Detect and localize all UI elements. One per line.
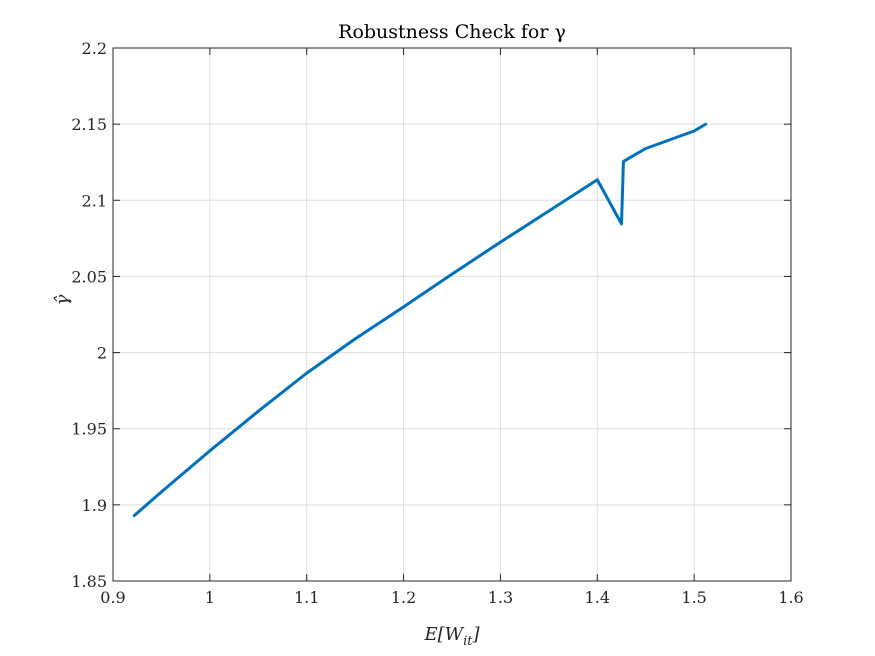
x-tick-label: 1.2 [391, 588, 416, 607]
y-axis-title: γ̂ [52, 294, 73, 305]
x-axis-title-main: E[W [423, 624, 464, 645]
y-tick-label: 2 [97, 344, 107, 363]
x-tick-label: 1.1 [294, 588, 319, 607]
series-line [132, 122, 708, 518]
x-axis-title-close: ] [472, 624, 481, 645]
tick-labels: 0.9 1 1.1 1.2 1.3 1.4 1.5 1.6 1.85 1.9 1.95 2 2.05 2.… [71, 39, 803, 607]
y-tick-label: 2.2 [82, 39, 107, 58]
x-tick-label: 1 [205, 588, 215, 607]
ticks [112, 47, 792, 582]
y-tick-label: 1.9 [82, 496, 107, 515]
x-tick-label: 1.4 [585, 588, 610, 607]
chart-title: Robustness Check for γ [338, 21, 566, 43]
y-tick-label: 2.15 [71, 115, 107, 134]
y-tick-label: 1.85 [71, 572, 107, 591]
grid [113, 48, 791, 581]
x-tick-label: 0.9 [100, 588, 125, 607]
series-layer [132, 122, 708, 518]
plot-area [113, 48, 791, 581]
x-axis-title-subscript: it [463, 634, 473, 649]
y-tick-label: 2.1 [82, 191, 107, 210]
axes-frame [112, 47, 792, 582]
x-tick-label: 1.5 [681, 588, 706, 607]
x-tick-label: 1.6 [778, 588, 803, 607]
y-tick-label: 2.05 [71, 267, 107, 286]
x-tick-label: 1.3 [488, 588, 513, 607]
y-tick-label: 1.95 [71, 420, 107, 439]
x-axis-title: E[Wit] [423, 624, 480, 649]
